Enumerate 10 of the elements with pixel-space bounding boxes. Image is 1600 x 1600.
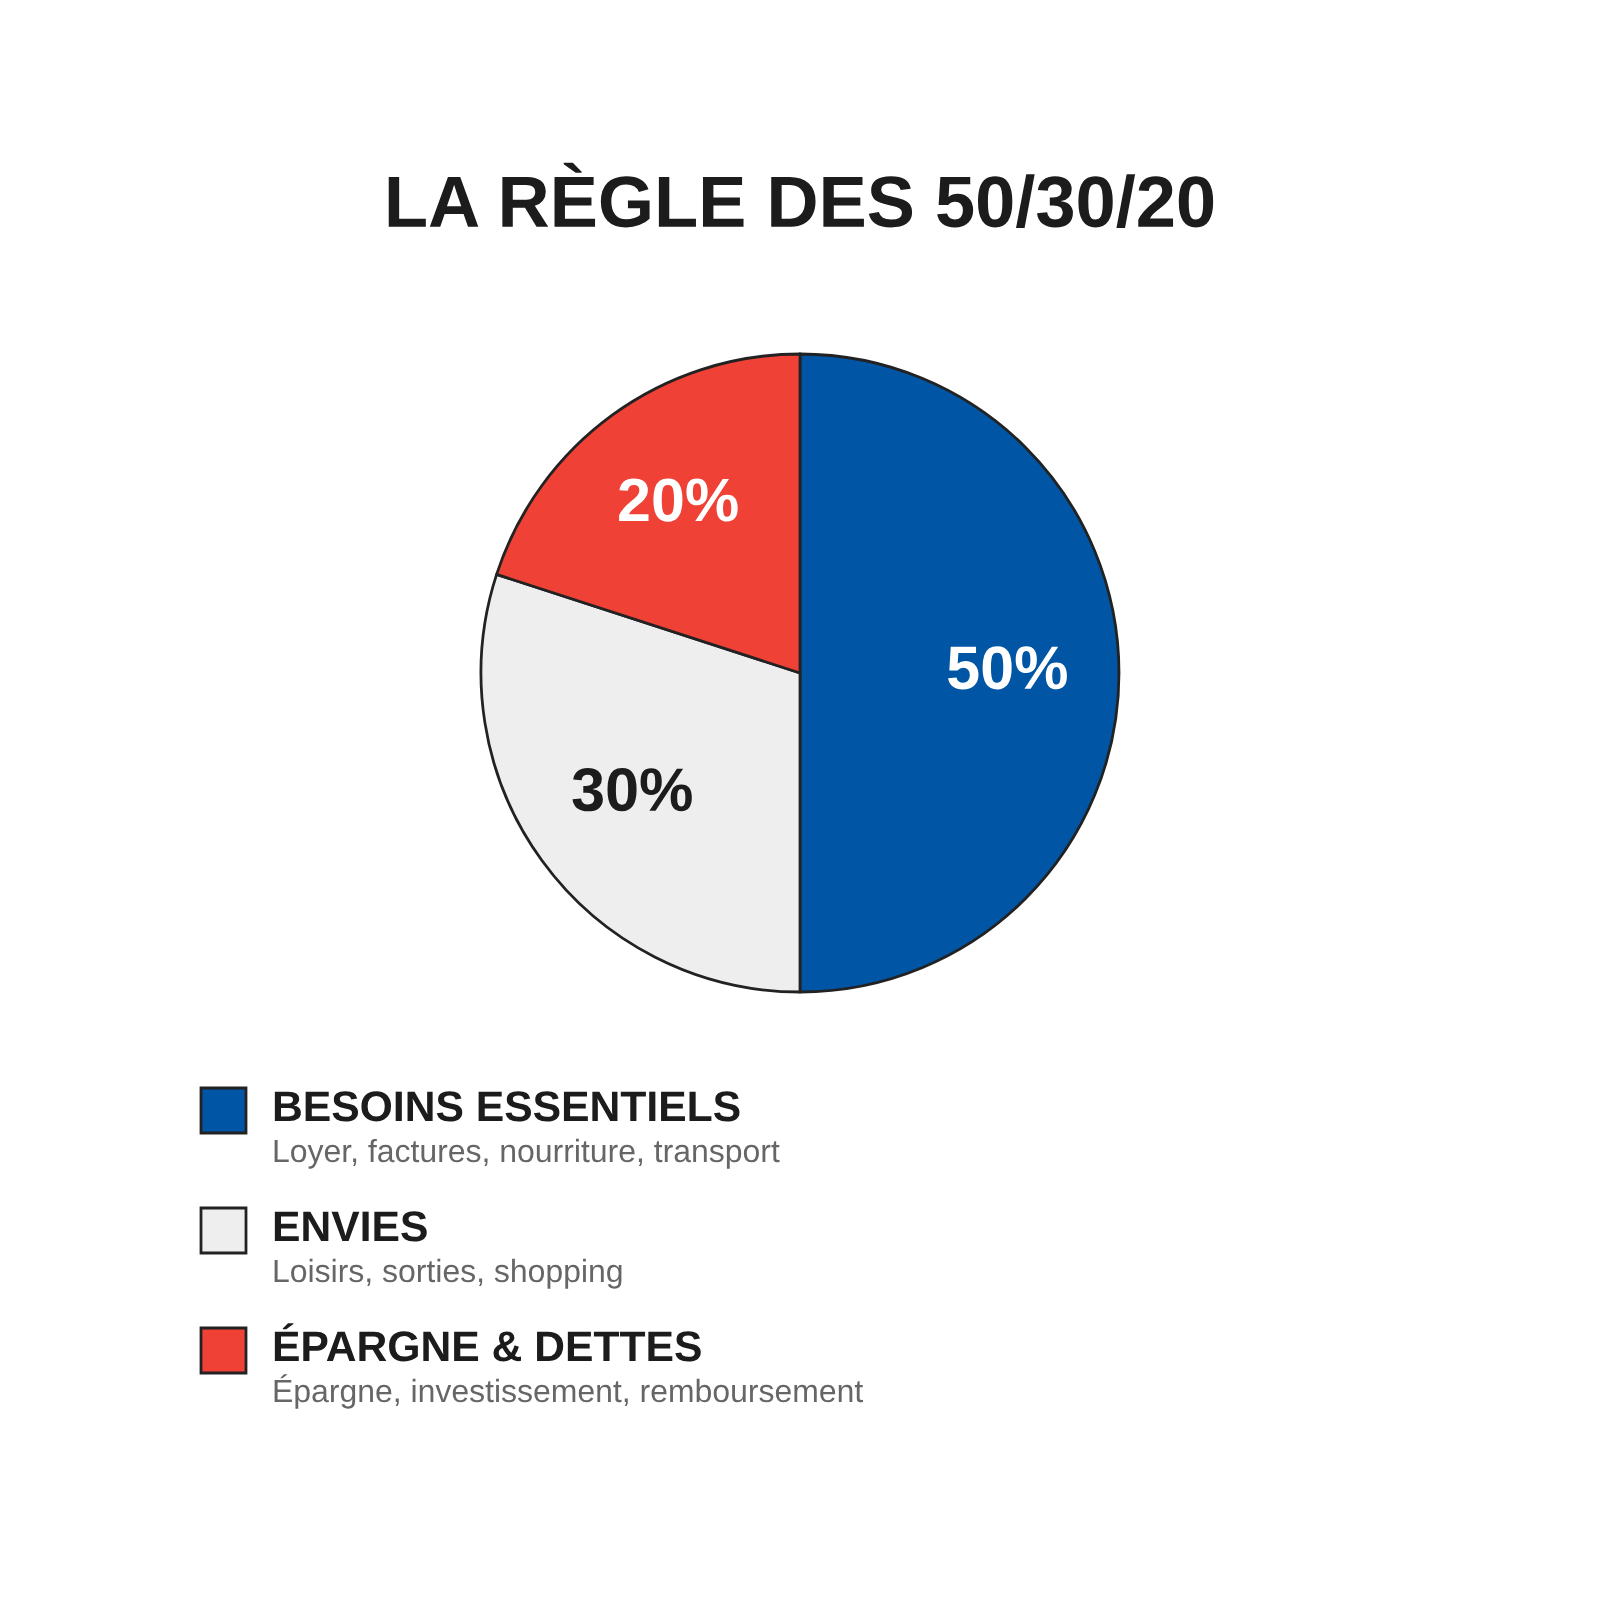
data-label: 20% <box>619 478 738 522</box>
data-label: 30% <box>572 768 692 812</box>
chart-title: LA RÈGLE DES 50/30/20 <box>388 162 1214 229</box>
legend-label: ÉPARGNE & DETTES <box>274 1323 701 1362</box>
text: Loisirs, sorties, shopping <box>274 1258 622 1289</box>
legend-label: BESOINS ESSENTIELS <box>274 1091 740 1122</box>
legend-label: ENVIES <box>274 1211 427 1242</box>
text: Loyer, factures, nourriture, transport <box>274 1138 780 1169</box>
text: Épargne, investissement, remboursement <box>274 1374 864 1409</box>
data-label: 50% <box>948 646 1067 690</box>
